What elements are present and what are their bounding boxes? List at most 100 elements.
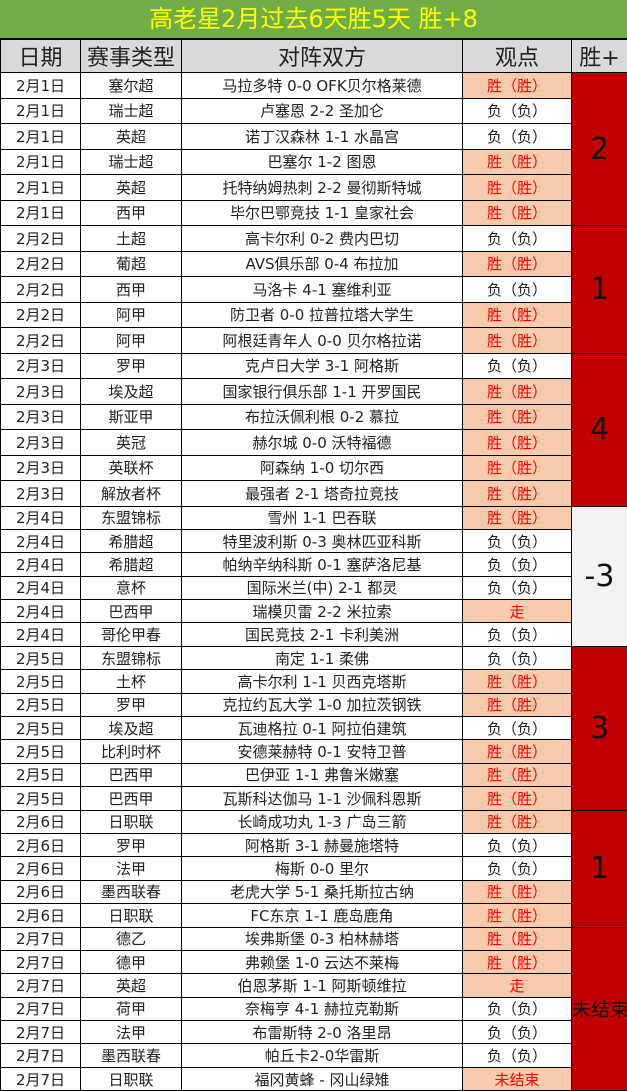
- pick-cell[interactable]: 负（负）: [463, 98, 572, 124]
- date-cell[interactable]: 2月1日: [1, 200, 81, 226]
- league-cell[interactable]: 土超: [81, 226, 182, 252]
- pick-cell[interactable]: 负（负）: [463, 997, 572, 1020]
- match-cell[interactable]: 瑞模贝雷 2-2 米拉索: [182, 600, 463, 623]
- league-cell[interactable]: 希腊超: [81, 529, 182, 552]
- league-cell[interactable]: 埃及超: [81, 717, 182, 740]
- match-cell[interactable]: 特里波利斯 0-3 奥林匹亚科斯: [182, 529, 463, 552]
- day-score-cell[interactable]: 4: [572, 353, 627, 506]
- match-cell[interactable]: 克卢日大学 3-1 阿格斯: [182, 353, 463, 379]
- day-score-cell[interactable]: 未结束: [572, 927, 627, 1091]
- pick-cell[interactable]: 胜（胜）: [463, 763, 572, 786]
- league-cell[interactable]: 斯亚甲: [81, 404, 182, 430]
- league-cell[interactable]: 墨西联春: [81, 1044, 182, 1067]
- league-cell[interactable]: 罗甲: [81, 693, 182, 716]
- match-cell[interactable]: 克拉约瓦大学 1-0 加拉茨钢铁: [182, 693, 463, 716]
- match-cell[interactable]: 卢塞恩 2-2 圣加仑: [182, 98, 463, 124]
- date-cell[interactable]: 2月2日: [1, 251, 81, 277]
- date-cell[interactable]: 2月6日: [1, 857, 81, 880]
- date-cell[interactable]: 2月2日: [1, 302, 81, 328]
- pick-cell[interactable]: 胜（胜）: [463, 740, 572, 763]
- match-cell[interactable]: 布拉沃佩利根 0-2 慕拉: [182, 404, 463, 430]
- pick-cell[interactable]: 负（负）: [463, 226, 572, 252]
- match-cell[interactable]: 巴塞尔 1-2 图恩: [182, 149, 463, 175]
- league-cell[interactable]: 日职联: [81, 904, 182, 927]
- league-cell[interactable]: 德甲: [81, 950, 182, 973]
- league-cell[interactable]: 日职联: [81, 810, 182, 833]
- match-cell[interactable]: 雪州 1-1 巴吞联: [182, 506, 463, 529]
- pick-cell[interactable]: 负（负）: [463, 529, 572, 552]
- match-cell[interactable]: 马拉多特 0-0 OFK贝尔格莱德: [182, 73, 463, 99]
- date-cell[interactable]: 2月5日: [1, 646, 81, 669]
- pick-cell[interactable]: 胜（胜）: [463, 880, 572, 903]
- league-cell[interactable]: 法甲: [81, 857, 182, 880]
- pick-cell[interactable]: 胜（胜）: [463, 950, 572, 973]
- pick-cell[interactable]: 负（负）: [463, 576, 572, 599]
- match-cell[interactable]: 国民竞技 2-1 卡利美洲: [182, 623, 463, 646]
- league-cell[interactable]: 希腊超: [81, 553, 182, 576]
- pick-cell[interactable]: 胜（胜）: [463, 927, 572, 950]
- match-cell[interactable]: 高卡尔利 1-1 贝西克塔斯: [182, 670, 463, 693]
- pick-cell[interactable]: 胜（胜）: [463, 787, 572, 810]
- pick-cell[interactable]: 胜（胜）: [463, 430, 572, 456]
- pick-cell[interactable]: 负（负）: [463, 857, 572, 880]
- date-cell[interactable]: 2月1日: [1, 149, 81, 175]
- match-cell[interactable]: 布雷斯特 2-0 洛里昂: [182, 1021, 463, 1044]
- date-cell[interactable]: 2月4日: [1, 576, 81, 599]
- pick-cell[interactable]: 胜（胜）: [463, 810, 572, 833]
- date-cell[interactable]: 2月3日: [1, 379, 81, 405]
- league-cell[interactable]: 瑞士超: [81, 149, 182, 175]
- pick-cell[interactable]: 胜（胜）: [463, 506, 572, 529]
- match-cell[interactable]: 长崎成功丸 1-3 广岛三箭: [182, 810, 463, 833]
- date-cell[interactable]: 2月7日: [1, 950, 81, 973]
- date-cell[interactable]: 2月6日: [1, 880, 81, 903]
- match-cell[interactable]: 托特纳姆热刺 2-2 曼彻斯特城: [182, 175, 463, 201]
- pick-cell[interactable]: 负（负）: [463, 553, 572, 576]
- league-cell[interactable]: 罗甲: [81, 353, 182, 379]
- league-cell[interactable]: 意杯: [81, 576, 182, 599]
- day-score-cell[interactable]: -3: [572, 506, 627, 646]
- league-cell[interactable]: 英超: [81, 974, 182, 997]
- date-cell[interactable]: 2月3日: [1, 455, 81, 481]
- date-cell[interactable]: 2月7日: [1, 927, 81, 950]
- pick-cell[interactable]: 胜（胜）: [463, 175, 572, 201]
- pick-cell[interactable]: 胜（胜）: [463, 904, 572, 927]
- match-cell[interactable]: 瓦迪格拉 0-1 阿拉伯建筑: [182, 717, 463, 740]
- match-cell[interactable]: 巴伊亚 1-1 弗鲁米嫩塞: [182, 763, 463, 786]
- pick-cell[interactable]: 胜（胜）: [463, 302, 572, 328]
- match-cell[interactable]: 高卡尔利 0-2 费内巴切: [182, 226, 463, 252]
- pick-cell[interactable]: 胜（胜）: [463, 481, 572, 507]
- match-cell[interactable]: 福冈黄蜂 - 冈山绿雉: [182, 1067, 463, 1090]
- league-cell[interactable]: 德乙: [81, 927, 182, 950]
- date-cell[interactable]: 2月2日: [1, 226, 81, 252]
- date-cell[interactable]: 2月7日: [1, 974, 81, 997]
- day-score-cell[interactable]: 1: [572, 226, 627, 354]
- match-cell[interactable]: 阿森纳 1-0 切尔西: [182, 455, 463, 481]
- match-cell[interactable]: 最强者 2-1 塔奇拉竞技: [182, 481, 463, 507]
- league-cell[interactable]: 西甲: [81, 200, 182, 226]
- date-cell[interactable]: 2月5日: [1, 740, 81, 763]
- date-cell[interactable]: 2月2日: [1, 277, 81, 303]
- match-cell[interactable]: 马洛卡 4-1 塞维利亚: [182, 277, 463, 303]
- league-cell[interactable]: 英超: [81, 124, 182, 150]
- match-cell[interactable]: 防卫者 0-0 拉普拉塔大学生: [182, 302, 463, 328]
- pick-cell[interactable]: 负（负）: [463, 124, 572, 150]
- date-cell[interactable]: 2月5日: [1, 763, 81, 786]
- league-cell[interactable]: 土杯: [81, 670, 182, 693]
- pick-cell[interactable]: 走: [463, 600, 572, 623]
- match-cell[interactable]: 弗赖堡 1-0 云达不莱梅: [182, 950, 463, 973]
- match-cell[interactable]: 安德莱赫特 0-1 安特卫普: [182, 740, 463, 763]
- day-score-cell[interactable]: 2: [572, 73, 627, 226]
- match-cell[interactable]: 帕纳辛纳科斯 0-1 塞萨洛尼基: [182, 553, 463, 576]
- date-cell[interactable]: 2月6日: [1, 833, 81, 856]
- match-cell[interactable]: 南定 1-1 柔佛: [182, 646, 463, 669]
- match-cell[interactable]: 奈梅亨 4-1 赫拉克勒斯: [182, 997, 463, 1020]
- pick-cell[interactable]: 胜（胜）: [463, 379, 572, 405]
- league-cell[interactable]: 比利时杯: [81, 740, 182, 763]
- league-cell[interactable]: 葡超: [81, 251, 182, 277]
- day-score-cell[interactable]: 3: [572, 646, 627, 810]
- date-cell[interactable]: 2月7日: [1, 1044, 81, 1067]
- pick-cell[interactable]: 胜（胜）: [463, 404, 572, 430]
- date-cell[interactable]: 2月3日: [1, 430, 81, 456]
- league-cell[interactable]: 墨西联春: [81, 880, 182, 903]
- pick-cell[interactable]: 负（负）: [463, 833, 572, 856]
